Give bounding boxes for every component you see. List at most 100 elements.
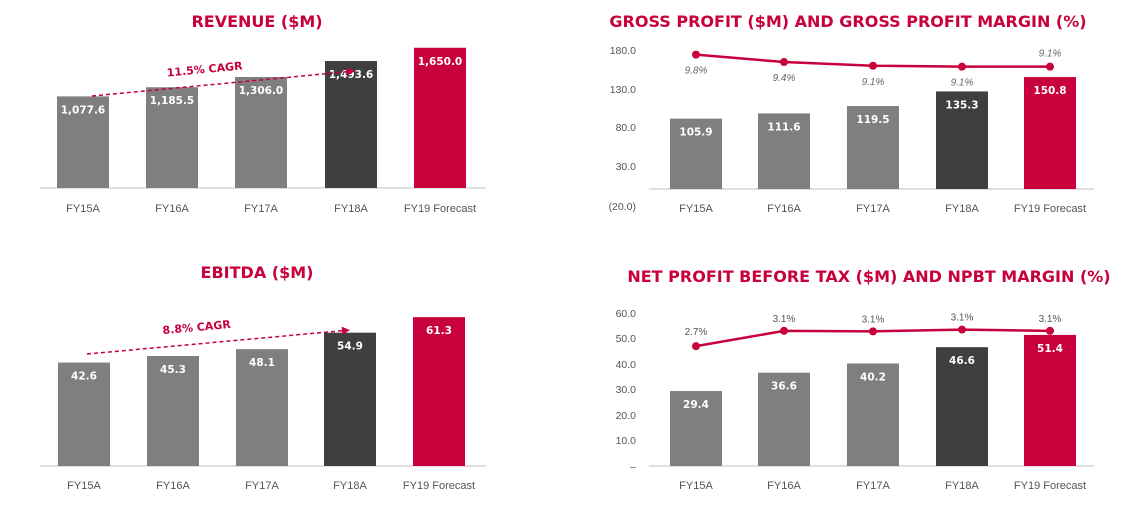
revenue-cagr-label: 11.5% CAGR [166,59,243,79]
revenue-bar-fy16a [146,87,198,188]
npbt-margin-point [869,327,877,336]
npbt-chart-title: NET PROFIT BEFORE TAX ($M) AND NPBT MARG… [627,267,1110,286]
revenue-bar-value-label: 1,077.6 [61,104,106,116]
revenue-bar-fy18a [325,61,377,188]
ebitda-bar-value-label: 61.3 [426,325,452,337]
revenue-category-label: FY18A [334,203,368,215]
gross-profit-margin-point [780,58,788,67]
gross-profit-category-label: FY19 Forecast [1014,203,1086,215]
ebitda-bar-value-label: 42.6 [71,371,97,383]
npbt-bar-value-label: 29.4 [683,399,709,411]
revenue-bar-fy17a [235,76,287,188]
ebitda-chart-title: EBITDA ($M) [201,263,314,282]
ebitda-category-label: FY15A [67,480,101,492]
gross-profit-bar-fy19-forecast [1024,77,1076,189]
npbt-bar-fy16a [758,372,810,466]
ebitda-category-label: FY17A [245,480,279,492]
ebitda-cagr-arrowhead [341,326,350,335]
ebitda-category-label: FY16A [156,480,190,492]
npbt-margin-label: 3.1% [862,314,885,325]
ebitda-cagr-label: 8.8% CAGR [162,318,232,337]
revenue-category-label: FY17A [244,203,278,215]
gross-profit-y-tick: 130.0 [610,84,636,96]
ebitda-bar-fy19-forecast [413,317,465,466]
npbt-y-tick: 10.0 [616,435,637,447]
npbt-category-label: FY15A [679,480,713,492]
npbt-category-label: FY16A [767,480,801,492]
gross-profit-margin-label: 9.1% [951,78,974,89]
npbt-y-tick: 60.0 [616,308,637,320]
revenue-bar-fy15a [57,96,109,188]
gross-profit-category-label: FY17A [856,203,890,215]
npbt-bar-fy17a [847,363,899,466]
npbt-margin-point [1046,326,1054,335]
gross-profit-category-label: FY18A [945,203,979,215]
gross-profit-bar-value-label: 119.5 [856,114,889,126]
gross-profit-y-tick: (20.0) [609,201,636,213]
npbt-category-label: FY19 Forecast [1014,480,1086,492]
gross-profit-y-tick: 30.0 [616,161,637,173]
gross-profit-bar-value-label: 105.9 [679,127,712,139]
ebitda-bar-value-label: 48.1 [249,357,275,369]
npbt-bar-fy15a [670,391,722,466]
ebitda-bar-fy17a [236,349,288,466]
gross-profit-chart-title: GROSS PROFIT ($M) AND GROSS PROFIT MARGI… [609,12,1086,31]
revenue-bar-value-label: 1,185.5 [150,95,195,107]
gross-profit-margin-label: 9.8% [685,66,708,77]
ebitda-bar-fy16a [147,355,199,466]
revenue-chart-title: REVENUE ($M) [191,12,322,31]
ebitda-bar-value-label: 54.9 [337,341,363,353]
revenue-category-label: FY19 Forecast [404,203,476,215]
npbt-bar-fy18a [936,347,988,466]
gross-profit-bar-fy18a [936,91,988,189]
gross-profit-margin-point [692,50,700,59]
gross-profit-category-label: FY16A [767,203,801,215]
revenue-cagr-arrowhead [346,67,355,76]
npbt-y-tick: 30.0 [616,384,637,396]
revenue-bar-value-label: 1,493.6 [329,69,374,81]
npbt-margin-label: 3.1% [951,313,974,324]
gross-profit-margin-point [1046,62,1054,71]
gross-profit-y-tick: 80.0 [616,122,637,134]
npbt-margin-point [958,325,966,334]
revenue-bar-value-label: 1,650.0 [418,56,463,68]
ebitda-bar-fy18a [324,332,376,466]
revenue-category-label: FY15A [66,203,100,215]
npbt-y-tick: – [630,461,636,473]
revenue-bar-fy19-forecast [414,47,466,188]
gross-profit-bar-value-label: 135.3 [945,99,978,111]
ebitda-category-label: FY19 Forecast [403,480,475,492]
npbt-bar-fy19-forecast [1024,334,1076,466]
gross-profit-margin-label: 9.1% [1039,49,1062,60]
npbt-category-label: FY17A [856,480,890,492]
gross-profit-bar-value-label: 150.8 [1033,85,1066,97]
revenue-category-label: FY16A [155,203,189,215]
gross-profit-bar-value-label: 111.6 [767,121,800,133]
npbt-y-tick: 20.0 [616,410,637,422]
npbt-margin-label: 2.7% [685,327,708,338]
ebitda-bar-value-label: 45.3 [160,364,186,376]
gross-profit-y-tick: 180.0 [610,45,636,57]
gross-profit-category-label: FY15A [679,203,713,215]
ebitda-category-label: FY18A [333,480,367,492]
npbt-bar-value-label: 46.6 [949,355,975,367]
npbt-bar-value-label: 51.4 [1037,343,1063,355]
npbt-margin-label: 3.1% [1039,314,1062,325]
npbt-margin-point [692,342,700,351]
gross-profit-margin-label: 9.4% [773,73,796,84]
gross-profit-margin-point [869,61,877,70]
npbt-bar-value-label: 40.2 [860,371,886,383]
gross-profit-bar-fy15a [670,118,722,189]
npbt-margin-label: 3.1% [773,314,796,325]
gross-profit-margin-point [958,62,966,71]
npbt-margin-point [780,326,788,335]
gross-profit-margin-label: 9.1% [862,77,885,88]
ebitda-bar-fy15a [58,362,110,466]
npbt-y-tick: 50.0 [616,333,637,345]
revenue-cagr-arrow [91,70,350,97]
revenue-bar-value-label: 1,306.0 [239,85,284,97]
npbt-bar-value-label: 36.6 [771,381,797,393]
npbt-y-tick: 40.0 [616,359,637,371]
gross-profit-bar-fy16a [758,113,810,189]
